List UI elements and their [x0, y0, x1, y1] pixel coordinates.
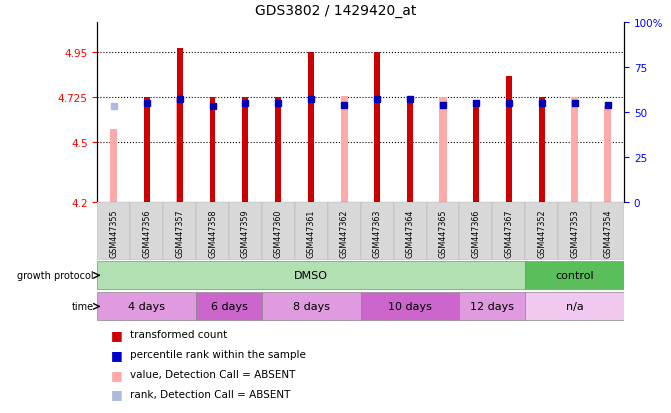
Bar	[571, 97, 578, 202]
Text: GSM447363: GSM447363	[372, 209, 382, 258]
Text: 4 days: 4 days	[128, 301, 165, 312]
Text: GSM447359: GSM447359	[241, 209, 250, 258]
Bar	[97, 202, 130, 260]
Text: GSM447356: GSM447356	[142, 209, 151, 258]
Text: GSM447355: GSM447355	[109, 209, 118, 258]
Text: time: time	[72, 301, 94, 312]
Bar	[407, 97, 413, 202]
Text: n/a: n/a	[566, 301, 584, 312]
Text: GSM447364: GSM447364	[405, 209, 415, 258]
Bar	[130, 202, 163, 260]
Bar	[308, 52, 314, 202]
Text: GSM447365: GSM447365	[438, 209, 448, 258]
Text: ■: ■	[111, 348, 123, 361]
Bar	[229, 202, 262, 260]
Bar	[427, 202, 460, 260]
Bar	[295, 202, 327, 260]
Bar	[144, 97, 150, 202]
Bar	[525, 293, 624, 320]
Bar	[506, 76, 512, 202]
Text: GSM447357: GSM447357	[175, 209, 184, 258]
Bar	[473, 104, 479, 202]
Bar	[394, 202, 427, 260]
Text: 8 days: 8 days	[293, 301, 329, 312]
Bar	[196, 202, 229, 260]
Bar	[327, 202, 361, 260]
Bar	[176, 49, 183, 202]
Bar	[262, 293, 361, 320]
Bar	[262, 202, 295, 260]
Bar	[460, 293, 525, 320]
Text: 12 days: 12 days	[470, 301, 515, 312]
Text: 10 days: 10 days	[388, 301, 432, 312]
Bar	[97, 262, 525, 290]
Bar	[242, 97, 248, 202]
Text: transformed count: transformed count	[130, 330, 227, 339]
Bar	[97, 293, 196, 320]
Bar	[558, 202, 591, 260]
Bar	[440, 97, 447, 202]
Text: value, Detection Call = ABSENT: value, Detection Call = ABSENT	[130, 369, 295, 379]
Bar	[341, 97, 348, 202]
Text: GSM447361: GSM447361	[307, 209, 316, 258]
Text: ■: ■	[111, 328, 123, 341]
Text: GSM447362: GSM447362	[340, 209, 349, 258]
Bar	[460, 202, 493, 260]
Bar	[209, 97, 215, 202]
Bar	[110, 130, 117, 202]
Bar	[493, 202, 525, 260]
Text: GSM447367: GSM447367	[505, 209, 513, 258]
Text: GSM447366: GSM447366	[472, 209, 480, 258]
Text: GSM447358: GSM447358	[208, 209, 217, 258]
Bar	[591, 202, 624, 260]
Bar	[525, 202, 558, 260]
Text: control: control	[556, 271, 594, 281]
Text: GDS3802 / 1429420_at: GDS3802 / 1429420_at	[255, 5, 416, 18]
Bar	[361, 293, 460, 320]
Text: growth protocol: growth protocol	[17, 271, 94, 281]
Text: GSM447360: GSM447360	[274, 209, 283, 258]
Bar	[374, 52, 380, 202]
Bar	[163, 202, 196, 260]
Text: ■: ■	[111, 368, 123, 381]
Text: 6 days: 6 days	[211, 301, 248, 312]
Text: GSM447352: GSM447352	[537, 209, 546, 258]
Text: DMSO: DMSO	[295, 271, 328, 281]
Text: GSM447354: GSM447354	[603, 209, 612, 258]
Bar	[539, 97, 545, 202]
Text: ■: ■	[111, 387, 123, 401]
Text: GSM447353: GSM447353	[570, 209, 579, 258]
Bar	[361, 202, 394, 260]
Bar	[525, 262, 624, 290]
Text: rank, Detection Call = ABSENT: rank, Detection Call = ABSENT	[130, 389, 290, 399]
Text: percentile rank within the sample: percentile rank within the sample	[130, 349, 305, 359]
Bar	[196, 293, 262, 320]
Bar	[176, 97, 183, 202]
Bar	[604, 107, 611, 202]
Bar	[275, 97, 281, 202]
